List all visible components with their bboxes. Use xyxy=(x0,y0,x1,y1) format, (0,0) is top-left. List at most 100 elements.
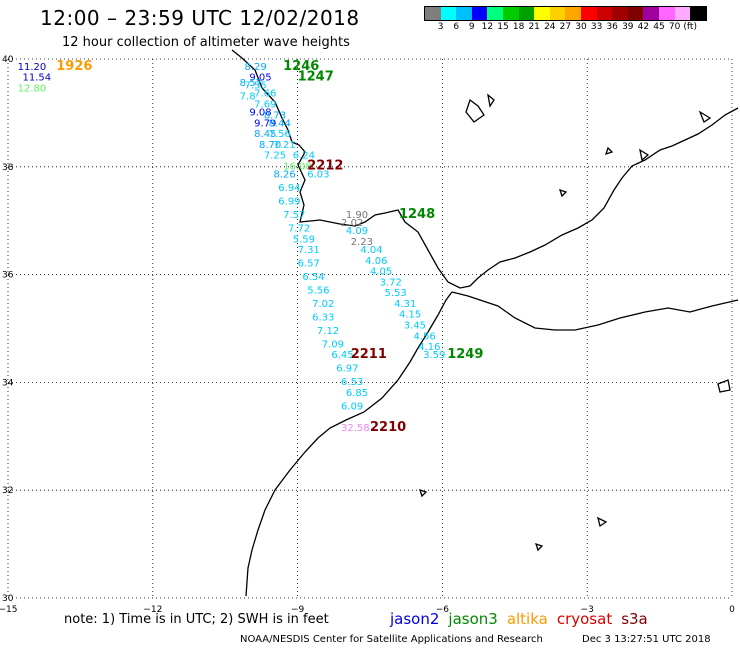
swh-value: 5.56 xyxy=(307,285,329,296)
units-note: note: 1) Time is in UTC; 2) SWH is in fe… xyxy=(64,612,329,627)
colorbar-label: 30 xyxy=(575,22,587,32)
swh-value: 4.09 xyxy=(346,226,368,237)
footer-credit: NOAA/NESDIS Center for Satellite Applica… xyxy=(240,634,543,645)
colorbar-label: 9 xyxy=(468,22,475,32)
swh-value: 4.05 xyxy=(370,267,392,278)
swh-value: 3.45 xyxy=(404,321,426,332)
colorbar-label: 36 xyxy=(606,22,618,32)
swh-value: 11.54 xyxy=(22,73,51,84)
swh-value: 6.33 xyxy=(312,312,334,323)
colorbar-swatch xyxy=(658,7,675,20)
swh-value: 6.54 xyxy=(302,272,324,283)
swh-value: 12.80 xyxy=(18,83,47,94)
colorbar-label: 12 xyxy=(481,22,494,32)
pass-label: 1926 xyxy=(56,59,92,74)
colorbar-label: 15 xyxy=(497,22,509,32)
colorbar-label: 24 xyxy=(544,22,556,32)
swh-value: 6.53 xyxy=(341,377,363,388)
pass-label: 2212 xyxy=(307,158,343,173)
swh-value: 8.29 xyxy=(245,62,267,73)
swh-value: 32.58 xyxy=(341,423,370,434)
coastline xyxy=(231,49,739,597)
colorbar-swatch xyxy=(471,7,488,20)
pass-label: 1246 xyxy=(283,59,319,74)
colorbar-swatch xyxy=(596,7,613,20)
swh-value: 2.02 xyxy=(341,218,363,229)
colorbar-labels: 3 6 9 12 15 18 21 24 27 30 33 36 39 42 45 70 (ft) xyxy=(424,22,740,34)
swh-value: 6.24 xyxy=(293,151,315,162)
page-title: 12:00 – 23:59 UTC 12/02/2018 xyxy=(40,6,360,30)
swh-value: 6.97 xyxy=(336,364,358,375)
y-tick-label: 30 xyxy=(2,594,14,604)
colorbar-label: 70 xyxy=(668,22,681,32)
swh-value: 6.57 xyxy=(298,259,320,270)
swh-value: 7.66 xyxy=(254,89,276,100)
colorbar-swatch xyxy=(425,7,441,20)
swh-value: 8.45 xyxy=(254,129,276,140)
swh-value: 7.55 xyxy=(245,81,267,92)
swh-value: 16.08 xyxy=(283,161,312,172)
swh-value: 8.73 xyxy=(264,110,286,121)
pass-label: 1247 xyxy=(298,70,334,85)
graticule xyxy=(7,58,733,599)
y-tick-label: 36 xyxy=(2,271,14,281)
swh-value: 11.20 xyxy=(18,62,47,73)
swh-value: 3.72 xyxy=(380,277,402,288)
colorbar-label: 21 xyxy=(528,22,540,32)
swh-value: 7.31 xyxy=(298,245,320,256)
swh-value: 9.79 xyxy=(254,118,276,129)
swh-value: 6.99 xyxy=(278,197,300,208)
colorbar-swatch xyxy=(440,7,457,20)
colorbar-label: 45 xyxy=(653,22,665,32)
swh-value: 7.02 xyxy=(312,299,334,310)
swh-value: 8.57 xyxy=(240,78,262,89)
swh-value: 7.25 xyxy=(264,151,286,162)
pass-label: 2210 xyxy=(370,420,406,435)
swh-value: 7.72 xyxy=(288,223,310,234)
colorbar-swatch xyxy=(456,7,472,20)
swh-value: 6.94 xyxy=(278,183,300,194)
satellite-legend-item: s3a xyxy=(621,610,648,628)
colorbar xyxy=(424,6,707,21)
x-tick-label: −3 xyxy=(581,605,594,615)
pass-label: 1248 xyxy=(399,207,435,222)
swh-value: 7.69 xyxy=(254,100,276,111)
x-tick-label: −15 xyxy=(0,605,18,615)
swh-value: 8.70 xyxy=(259,140,281,151)
swh-value: 6.45 xyxy=(331,350,353,361)
colorbar-label: 18 xyxy=(512,22,525,32)
y-tick-label: 32 xyxy=(2,486,13,496)
colorbar-label: (ft) xyxy=(683,22,697,32)
swh-value: 7.12 xyxy=(317,326,339,337)
swh-value: 8.44 xyxy=(269,118,291,129)
colorbar-swatch xyxy=(612,7,628,20)
satellite-legend-item: cryosat xyxy=(556,610,613,628)
colorbar-swatch xyxy=(565,7,581,20)
colorbar-label: 39 xyxy=(622,22,634,32)
colorbar-swatch xyxy=(487,7,503,20)
swh-value: 7.8 xyxy=(240,91,256,102)
satellite-legend-item: jason3 xyxy=(448,610,498,628)
pass-label: 1249 xyxy=(447,347,483,362)
swh-value: 3.59 xyxy=(423,350,445,361)
y-tick-label: 40 xyxy=(2,55,14,65)
swh-value: 7.57 xyxy=(283,210,305,221)
swh-value: 4.15 xyxy=(399,310,421,321)
swh-value: 4.06 xyxy=(365,256,387,267)
swh-value: 8.26 xyxy=(273,170,295,181)
colorbar-label: 33 xyxy=(590,22,603,32)
pass-label: 2211 xyxy=(351,347,387,362)
swh-value: 4.16 xyxy=(418,342,440,353)
x-tick-label: −12 xyxy=(143,605,162,615)
footer-timestamp: Dec 3 13:27:51 UTC 2018 xyxy=(582,634,711,645)
swh-value: 2.23 xyxy=(351,237,373,248)
swh-value: 5.53 xyxy=(384,288,406,299)
colorbar-swatch xyxy=(627,7,644,20)
swh-value: 4.56 xyxy=(413,331,435,342)
swh-value: 6.85 xyxy=(346,388,368,399)
colorbar-label: 6 xyxy=(453,22,460,32)
swh-value: 6.09 xyxy=(341,401,363,412)
x-tick-label: 0 xyxy=(729,605,735,615)
swh-value: 1.90 xyxy=(346,210,368,221)
swh-value: 7.56 xyxy=(269,129,291,140)
